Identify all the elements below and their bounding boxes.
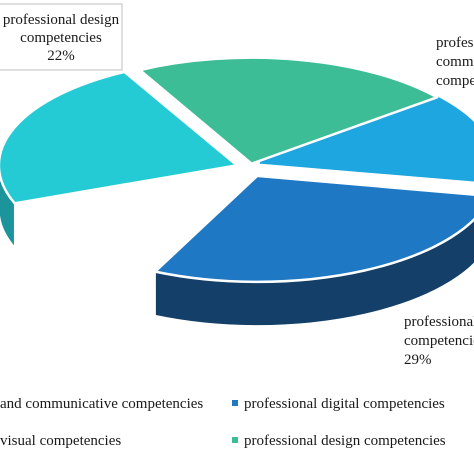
data-label-1-line-3: competencies [436, 73, 474, 89]
slice-2 [153, 174, 474, 284]
slice-4 [138, 56, 439, 165]
legend-entry-1: and communicative competencies [0, 396, 203, 412]
pie-slices [0, 56, 474, 284]
data-label-2-line-2: competencies [404, 333, 474, 349]
legend-entry-3: visual competencies [0, 433, 121, 449]
legend-entry-2: professional digital competencies [244, 396, 445, 412]
legend-marker-4 [232, 437, 238, 443]
data-labels: professional communicative competencies pro… [0, 3, 474, 368]
data-label-4-line-3: 22% [47, 48, 75, 64]
data-label-2-line-3: 29% [404, 352, 432, 368]
legend: and communicative competencies profession… [0, 396, 446, 449]
legend-marker-2 [232, 400, 238, 406]
legend-entry-4: professional design competencies [244, 433, 446, 449]
data-label-1-line-1: professional [436, 35, 474, 51]
data-label-box [0, 3, 123, 71]
data-label-1-line-2: communicative [436, 54, 474, 70]
slice-3 [0, 70, 239, 205]
data-label-4-line-1: professional design [3, 12, 120, 28]
data-label-2-line-1: professional digital [404, 314, 474, 330]
data-label-4-line-2: competencies [20, 30, 102, 46]
